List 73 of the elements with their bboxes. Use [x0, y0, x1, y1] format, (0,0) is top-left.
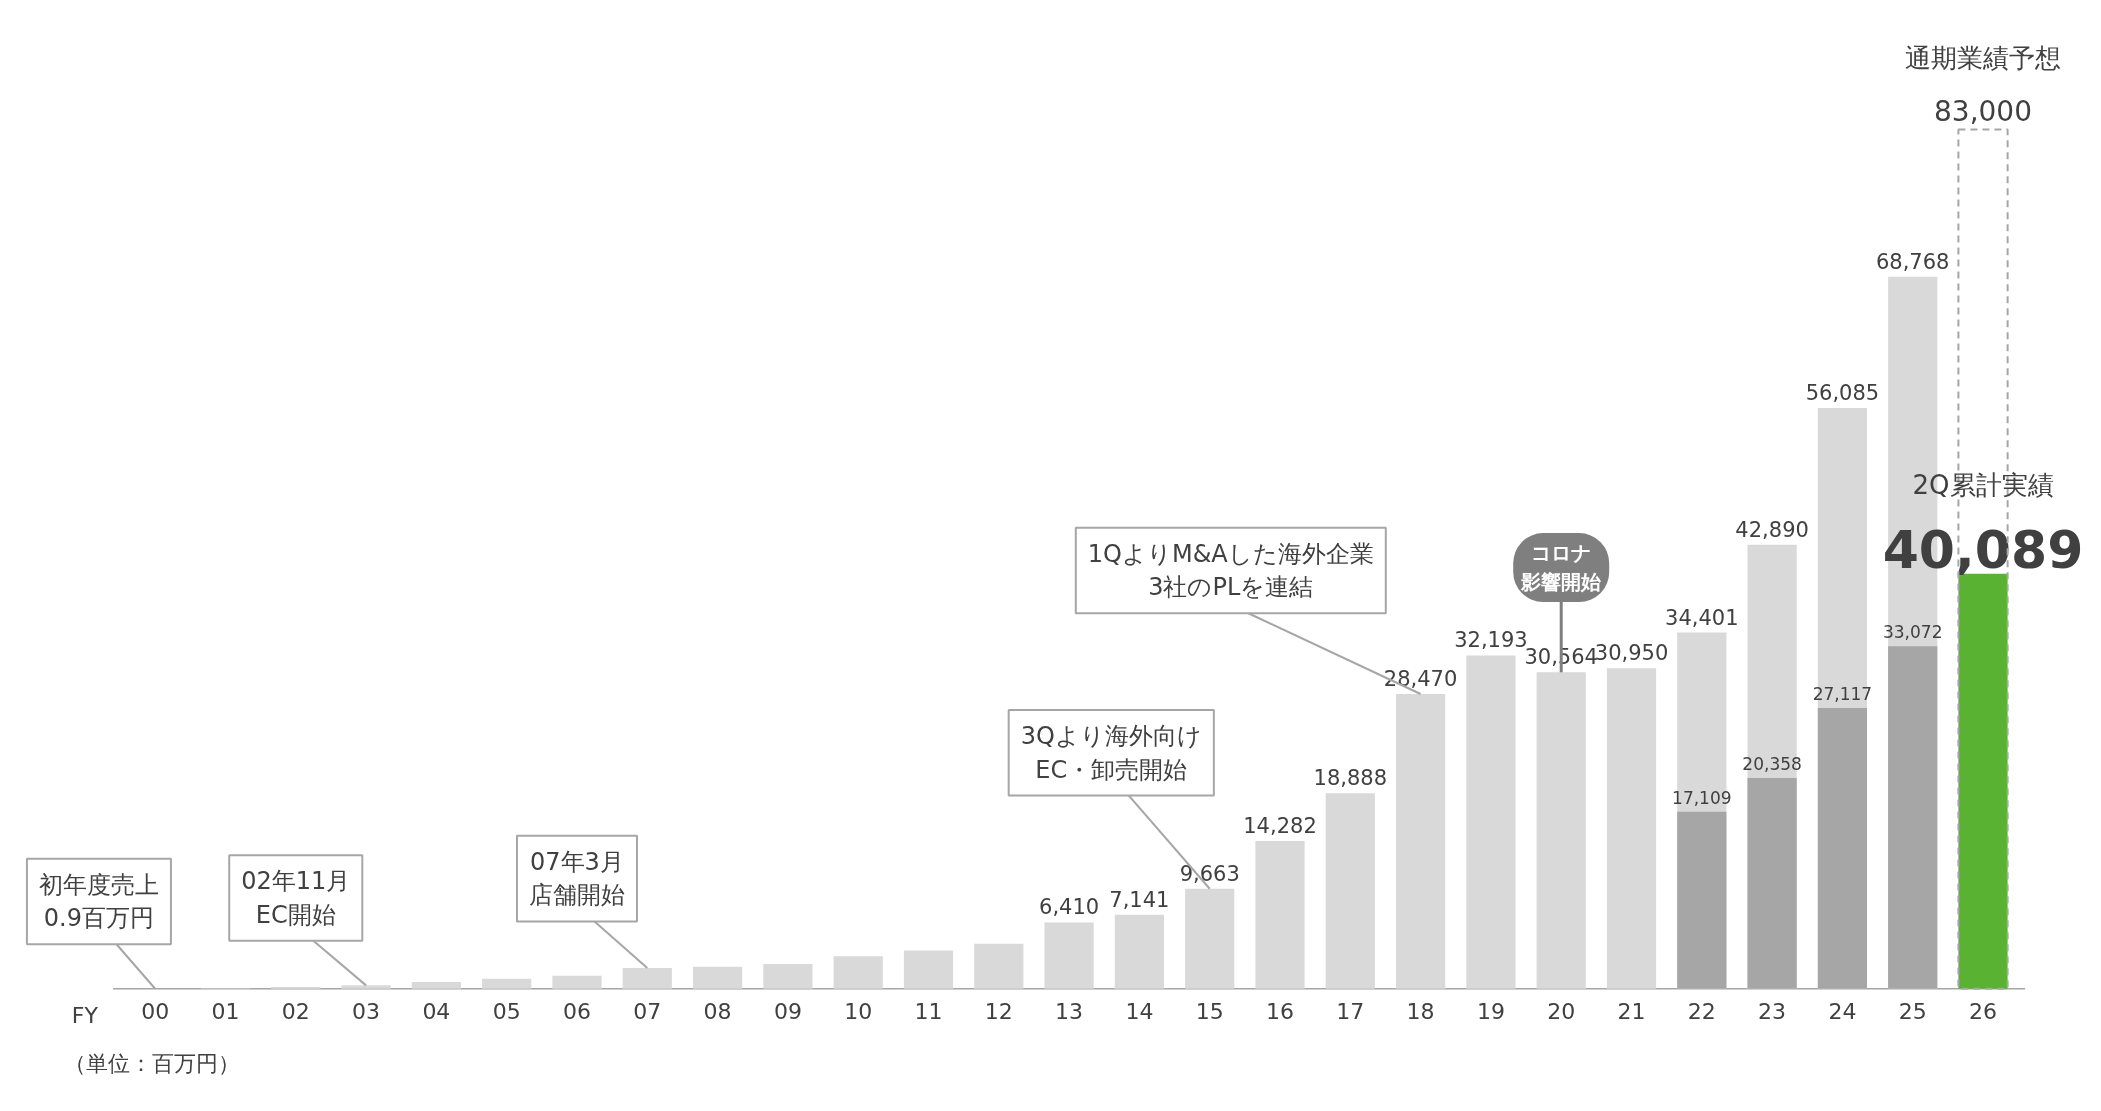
bar [903, 950, 954, 989]
x-tick-label: 13 [1055, 998, 1084, 1024]
annotation: 02年11月 EC開始 [241, 867, 351, 929]
bar [1466, 655, 1516, 989]
bar [341, 985, 391, 989]
x-tick-label: 11 [914, 998, 943, 1024]
bar [1185, 888, 1235, 989]
annotation: 初年度売上 0.9百万円 [38, 870, 159, 933]
bar [1325, 793, 1375, 989]
x-tick-label: 06 [562, 998, 591, 1024]
bar [1958, 573, 2008, 989]
data-label: 18,888 [1313, 766, 1388, 791]
bar [1255, 840, 1305, 989]
x-tick-label: 09 [773, 998, 802, 1024]
data-label: 42,890 [1735, 517, 1809, 542]
data-label: 14,282 [1243, 813, 1317, 838]
annotation: 3Qより海外向け EC・卸売開始 [1020, 721, 1202, 784]
x-tick-label: 00 [141, 998, 170, 1024]
bar [482, 978, 532, 989]
data-label: 28,470 [1383, 667, 1458, 692]
data-label: 27,117 [1812, 684, 1873, 705]
data-label: 83,000 [1934, 95, 2033, 129]
x-tick-label: 08 [703, 998, 732, 1024]
x-tick-label: 03 [352, 998, 381, 1024]
bar [552, 975, 602, 989]
x-tick-label: 22 [1687, 998, 1716, 1024]
data-label: 40,089 [1882, 519, 2084, 580]
x-tick-label: 23 [1758, 998, 1787, 1024]
x-tick-label: 18 [1406, 998, 1435, 1024]
data-label: 9,663 [1179, 861, 1240, 886]
x-tick-label: 07 [633, 998, 662, 1024]
annotation: 1QよりM&Aした海外企業 3社のPLを連結 [1087, 539, 1374, 602]
data-label: 7,141 [1109, 887, 1170, 912]
text: （単位：百万円） [63, 1050, 240, 1076]
bar [833, 956, 883, 989]
x-tick-label: 17 [1336, 998, 1365, 1024]
bar [622, 967, 672, 989]
data-label: 68,768 [1875, 249, 1950, 274]
x-tick-label: 19 [1476, 998, 1505, 1024]
bar [1395, 694, 1446, 989]
x-tick-label: 20 [1547, 998, 1576, 1024]
data-label: 6,410 [1039, 895, 1100, 920]
x-tick-label: 24 [1828, 998, 1857, 1024]
x-tick-label: 10 [844, 998, 873, 1024]
x-tick-label: 02 [281, 998, 310, 1024]
x-tick-label: 25 [1898, 998, 1927, 1024]
text: 通期業績予想 [1905, 43, 2062, 74]
bar [692, 966, 743, 989]
x-tick-label: 21 [1617, 998, 1646, 1024]
bar [1606, 668, 1657, 989]
data-label: 17,109 [1672, 787, 1732, 808]
data-label: 34,401 [1665, 605, 1739, 630]
annotation: 2Q累計実績 [1912, 469, 2054, 500]
x-tick-label: 26 [1969, 998, 1998, 1024]
x-tick-label: 14 [1125, 998, 1154, 1024]
x-tick-label: 16 [1266, 998, 1294, 1024]
bar [1536, 672, 1586, 989]
x-tick-label: 04 [422, 998, 451, 1024]
data-label: 20,358 [1742, 754, 1802, 774]
bar [974, 943, 1024, 989]
bar [1114, 914, 1164, 989]
x-axis-title: FY [71, 1002, 99, 1028]
x-tick-label: 05 [492, 998, 521, 1024]
x-tick-label: 15 [1195, 998, 1224, 1024]
annotation: 07年3月店舗開始 [528, 847, 625, 910]
annotation: コロナ影響開始 [1520, 541, 1603, 594]
data-label: 33,072 [1882, 622, 1943, 643]
x-tick-label: 12 [984, 998, 1013, 1024]
data-label: 56,085 [1805, 381, 1880, 406]
bar [411, 982, 461, 989]
x-tick-label: 01 [211, 998, 240, 1024]
bar [763, 964, 813, 989]
bar [1044, 922, 1094, 989]
